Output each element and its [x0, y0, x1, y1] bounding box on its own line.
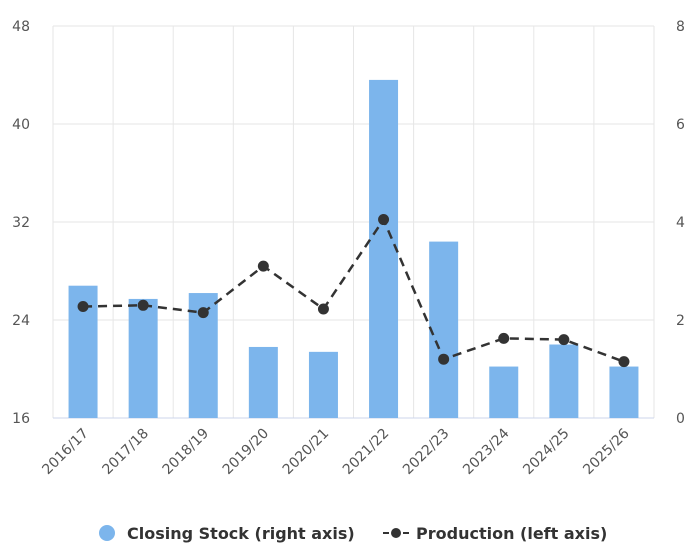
left-tick-label: 24 — [12, 313, 30, 329]
legend-item-closing-stock[interactable]: Closing Stock (right axis) — [99, 524, 355, 543]
right-axis: 0 2 4 6 8 — [676, 19, 685, 427]
legend-label-production: Production (left axis) — [416, 524, 607, 543]
x-tick-label: 2025/26 — [580, 425, 633, 478]
right-tick-label: 2 — [676, 313, 685, 329]
production-line — [77, 214, 630, 368]
right-tick-label: 8 — [676, 19, 685, 35]
production-point[interactable] — [618, 356, 630, 368]
x-tick-label: 2021/22 — [340, 426, 392, 478]
production-point[interactable] — [257, 260, 269, 272]
production-point[interactable] — [317, 303, 329, 315]
x-tick-label: 2017/18 — [100, 426, 152, 478]
x-tick-label: 2022/23 — [400, 426, 452, 478]
x-tick-label: 2018/19 — [160, 426, 212, 478]
right-tick-label: 0 — [676, 411, 685, 427]
left-tick-label: 32 — [12, 215, 30, 231]
legend-label-closing-stock: Closing Stock (right axis) — [127, 524, 355, 543]
gridlines — [52, 25, 655, 419]
x-axis: 2016/17 2017/18 2018/19 2019/20 2020/21 2021/… — [39, 425, 632, 478]
bar[interactable] — [489, 366, 519, 418]
production-line-path — [83, 216, 625, 363]
production-point[interactable] — [77, 301, 89, 313]
closing-stock-bars — [68, 79, 639, 419]
left-tick-label: 40 — [12, 117, 30, 133]
bar[interactable] — [429, 241, 459, 418]
production-point[interactable] — [137, 299, 149, 311]
left-axis: 16 24 32 40 48 — [12, 19, 30, 427]
x-tick-label: 2024/25 — [520, 426, 572, 478]
production-point[interactable] — [438, 353, 450, 365]
bar[interactable] — [308, 351, 338, 418]
legend-item-production[interactable]: Production (left axis) — [383, 524, 607, 543]
x-tick-label: 2023/24 — [460, 425, 513, 478]
bar[interactable] — [609, 366, 639, 418]
production-point[interactable] — [498, 332, 510, 344]
bar[interactable] — [549, 344, 579, 419]
x-tick-label: 2016/17 — [39, 426, 91, 478]
left-tick-label: 48 — [12, 19, 30, 35]
legend[interactable]: Closing Stock (right axis) Production (l… — [99, 524, 607, 543]
legend-marker-production — [391, 528, 401, 538]
legend-marker-closing-stock — [99, 525, 115, 541]
production-point[interactable] — [378, 214, 390, 226]
production-point[interactable] — [197, 307, 209, 319]
left-tick-label: 16 — [12, 411, 30, 427]
right-tick-label: 4 — [676, 215, 685, 231]
bar[interactable] — [128, 298, 158, 418]
production-point[interactable] — [558, 334, 570, 346]
bar[interactable] — [248, 346, 278, 418]
right-tick-label: 6 — [676, 117, 685, 133]
bar[interactable] — [369, 79, 399, 419]
x-tick-label: 2019/20 — [220, 426, 272, 478]
x-tick-label: 2020/21 — [280, 426, 332, 478]
